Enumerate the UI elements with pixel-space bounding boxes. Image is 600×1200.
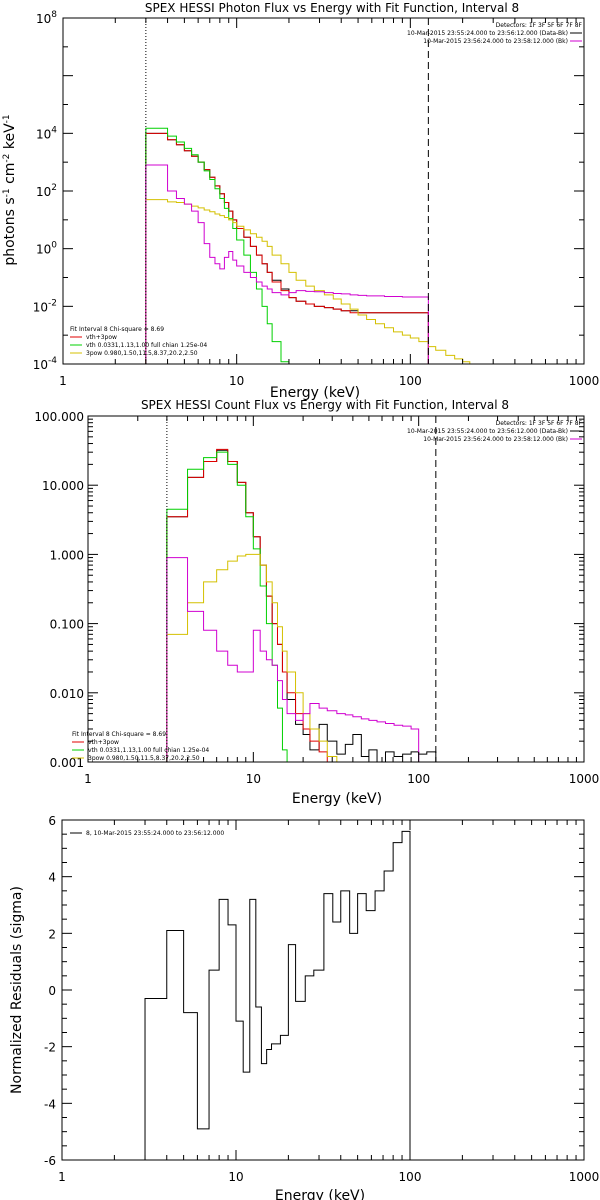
count-axis-ticks: 1 10 100 1000 100.000 10.000 1.000 0.100 0.010 0.… — [34, 410, 599, 786]
photon-flux-panel: SPEX HESSI Photon Flux vs Energy with Fi… — [2, 1, 599, 401]
count-plot-area — [166, 416, 437, 763]
count-legend-fit-info: Fit Interval 8 Chi-square = 8.69 — [72, 731, 166, 738]
photon-legend-right: Detectors: 1F 3F 5F 6F 7F 8F 10-Mar-2015… — [407, 22, 583, 45]
photon-series-thermal — [145, 127, 290, 364]
count-y-tick-label: 0.100 — [50, 618, 84, 632]
residuals-y-tick-label: 0 — [48, 984, 56, 998]
residuals-x-tick-label: 1000 — [569, 1170, 600, 1184]
count-legend-left: Fit Interval 8 Chi-square = 8.69 vth+3po… — [72, 731, 209, 762]
photon-legend-bk-interval: 10-Mar-2015 23:56:24.000 to 23:58:12.000… — [423, 38, 568, 45]
count-series-background — [166, 557, 420, 762]
photon-legend-thermal: vth 0.0331,1.13,1.00 full chian 1.25e-04 — [86, 342, 207, 349]
count-legend-thermal: vth 0.0331,1.13,1.00 full chian 1.25e-04 — [88, 747, 209, 754]
photon-y-tick-label: 100 — [36, 241, 57, 257]
count-plot-frame — [87, 415, 585, 763]
count-x-tick-label: 1000 — [569, 772, 600, 786]
photon-chart-title: SPEX HESSI Photon Flux vs Energy with Fi… — [145, 1, 519, 15]
count-y-tick-label: 10.000 — [42, 479, 84, 493]
photon-x-tick-label: 1 — [59, 374, 67, 388]
residuals-x-tick-label: 100 — [399, 1170, 422, 1184]
count-x-tick-label: 10 — [246, 772, 261, 786]
count-series-power-law — [166, 553, 338, 762]
count-legend-bk-interval: 10-Mar-2015 23:56:24.000 to 23:58:12.000… — [423, 436, 568, 443]
photon-x-tick-label: 1000 — [569, 374, 600, 388]
count-y-tick-label: 1.000 — [50, 548, 84, 562]
residuals-y-tick-label: -4 — [44, 1097, 56, 1111]
count-x-axis-label: Energy (keV) — [292, 791, 382, 807]
residuals-y-tick-label: 4 — [48, 871, 56, 885]
photon-plot-area — [145, 18, 483, 365]
photon-legend-fit-info: Fit Interval 8 Chi-square = 8.69 — [70, 326, 164, 333]
residuals-y-tick-label: 2 — [48, 927, 56, 941]
photon-legend-total: vth+3pow — [86, 334, 117, 341]
count-series-total-fit — [166, 448, 337, 763]
count-legend-detectors: Detectors: 1F 3F 5F 6F 7F 8F — [496, 420, 583, 427]
photon-series-power-law — [145, 199, 483, 365]
count-chart-title: SPEX HESSI Count Flux vs Energy with Fit… — [141, 398, 509, 412]
count-legend-data-interval: 10-Mar-2015 23:55:24.000 to 23:56:12.000… — [407, 428, 568, 435]
residuals-x-axis-label: Energy (keV) — [275, 1188, 365, 1200]
count-y-tick-label: 0.010 — [50, 687, 84, 701]
residuals-legend: 8, 10-Mar-2015 23:55:24.000 to 23:56:12.… — [86, 830, 224, 837]
count-flux-panel: SPEX HESSI Count Flux vs Energy with Fit… — [34, 398, 599, 807]
residuals-axis-ticks: 1 10 100 1000 6 4 2 0 -2 -4 -6 — [44, 814, 599, 1184]
photon-legend-powerlaw: 3pow 0.980,1.50,11.5,8.37,20.2,2.50 — [86, 350, 198, 357]
photon-plot-frame — [62, 17, 585, 365]
photon-y-tick-label: 10-2 — [33, 298, 57, 314]
photon-legend-detectors: Detectors: 1F 3F 5F 6F 7F 8F — [496, 22, 583, 29]
residuals-x-tick-label: 1 — [58, 1170, 66, 1184]
photon-legend-data-interval: 10-Mar-2015 23:55:24.000 to 23:56:12.000… — [407, 30, 568, 37]
residuals-y-tick-label: -2 — [44, 1041, 56, 1055]
count-series-thermal — [166, 451, 296, 763]
count-legend-right: Detectors: 1F 3F 5F 6F 7F 8F 10-Mar-2015… — [407, 420, 583, 443]
photon-series-data — [145, 132, 429, 364]
residuals-series — [144, 830, 411, 1160]
photon-x-axis-label: Energy (keV) — [270, 385, 360, 401]
residuals-plot-frame — [61, 819, 585, 1161]
residuals-y-tick-label: -6 — [44, 1154, 56, 1168]
count-x-tick-label: 100 — [407, 772, 430, 786]
count-y-tick-label: 0.001 — [50, 756, 84, 770]
photon-series-total-fit — [145, 132, 429, 364]
photon-legend-left: Fit Interval 8 Chi-square = 8.69 vth+3po… — [70, 326, 207, 357]
photon-x-tick-label: 100 — [399, 374, 422, 388]
count-y-tick-label: 100.000 — [34, 410, 84, 424]
count-legend-powerlaw: 3pow 0.980,1.50,11.5,8.37,20.2,2.50 — [88, 755, 200, 762]
residuals-panel: 1 10 100 1000 6 4 2 0 -2 -4 -6 Energy (keV) Normal… — [9, 814, 599, 1200]
residuals-plot-area — [144, 830, 411, 1160]
count-x-tick-label: 1 — [84, 772, 92, 786]
photon-series-background — [145, 164, 429, 364]
residuals-x-tick-label: 10 — [228, 1170, 243, 1184]
count-series-data — [166, 449, 437, 763]
photon-y-tick-label: 108 — [36, 10, 57, 26]
photon-x-tick-label: 10 — [229, 374, 244, 388]
photon-y-tick-label: 104 — [36, 125, 57, 141]
photon-axis-ticks: 1 10 100 1000 10-4 10-2 100 102 104 108 — [33, 10, 600, 388]
count-legend-total: vth+3pow — [88, 739, 119, 746]
photon-y-tick-label: 10-4 — [33, 356, 58, 372]
photon-y-axis-label: photons s-1 cm-2 keV-1 — [2, 114, 18, 265]
residuals-y-axis-label: Normalized Residuals (sigma) — [9, 886, 25, 1094]
residuals-y-tick-label: 6 — [48, 814, 56, 828]
photon-y-tick-label: 102 — [36, 183, 57, 199]
